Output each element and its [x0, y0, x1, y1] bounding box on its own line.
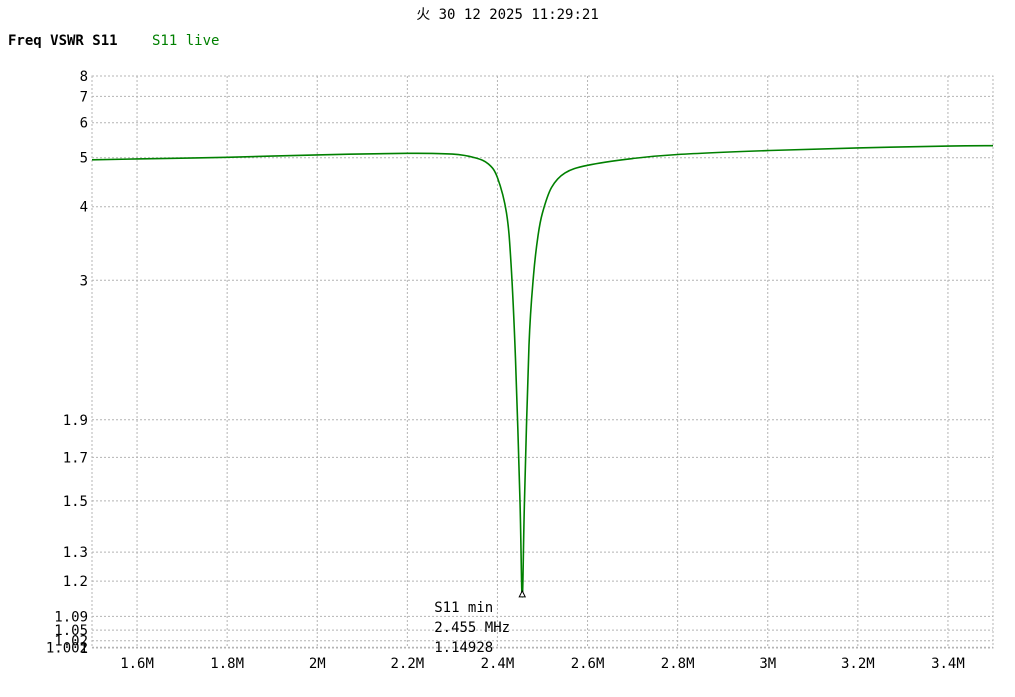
- y-tick-label: 1.002: [46, 640, 88, 656]
- x-tick-label: 2.8M: [661, 656, 695, 672]
- chart-title: Freq VSWR S11: [8, 33, 118, 49]
- legend-entry-s11-live[interactable]: S11 live: [152, 33, 220, 49]
- y-tick-label: 1.09: [54, 609, 88, 625]
- y-tick-label: 1.02: [54, 634, 88, 650]
- series-layer: [91, 144, 994, 598]
- x-tick-label: 2.6M: [571, 656, 605, 672]
- y-tick-label: 1.3: [63, 545, 88, 561]
- x-tick-label: 3.2M: [841, 656, 875, 672]
- x-tick-label: 2M: [309, 656, 326, 672]
- marker-value: 1.14928: [434, 640, 493, 656]
- y-tick-label: 1.7: [63, 450, 88, 466]
- x-tick-label: 1.6M: [120, 656, 154, 672]
- y-tick-label: 8: [80, 69, 88, 85]
- y-tick-label: 3: [80, 273, 88, 289]
- y-tick-label: 4: [80, 200, 88, 216]
- marker-label: S11 min: [434, 600, 493, 616]
- x-tick-labels: 1.6M 1.8M 2M 2.2M 2.4M 2.6M 2.8M 3M 3.2M 3.4M: [120, 656, 965, 672]
- timestamp: 火 30 12 2025 11:29:21: [416, 7, 599, 23]
- grid: [91, 75, 994, 649]
- y-tick-label: 1.9: [63, 413, 88, 429]
- x-tick-label: 3.4M: [931, 656, 965, 672]
- y-tick-label: 1.05: [54, 623, 88, 639]
- x-tick-label: 2.2M: [390, 656, 424, 672]
- y-tick-label: 5: [80, 151, 88, 167]
- x-tick-label: 2.4M: [481, 656, 515, 672]
- y-tick-label: 1: [80, 641, 88, 657]
- marker-frequency: 2.455 MHz: [434, 620, 510, 636]
- y-tick-label: 6: [80, 116, 88, 132]
- marker-layer: S11 min 2.455 MHz 1.14928: [434, 589, 527, 656]
- y-tick-label: 1.2: [63, 574, 88, 590]
- x-tick-label: 1.8M: [210, 656, 244, 672]
- y-tick-label: 7: [80, 89, 88, 105]
- s11-min-marker-icon[interactable]: [518, 589, 527, 598]
- plot-frame: [91, 75, 994, 649]
- series-line-s11: [91, 144, 994, 598]
- x-tick-label: 3M: [759, 656, 776, 672]
- y-tick-label: 1.5: [63, 494, 88, 510]
